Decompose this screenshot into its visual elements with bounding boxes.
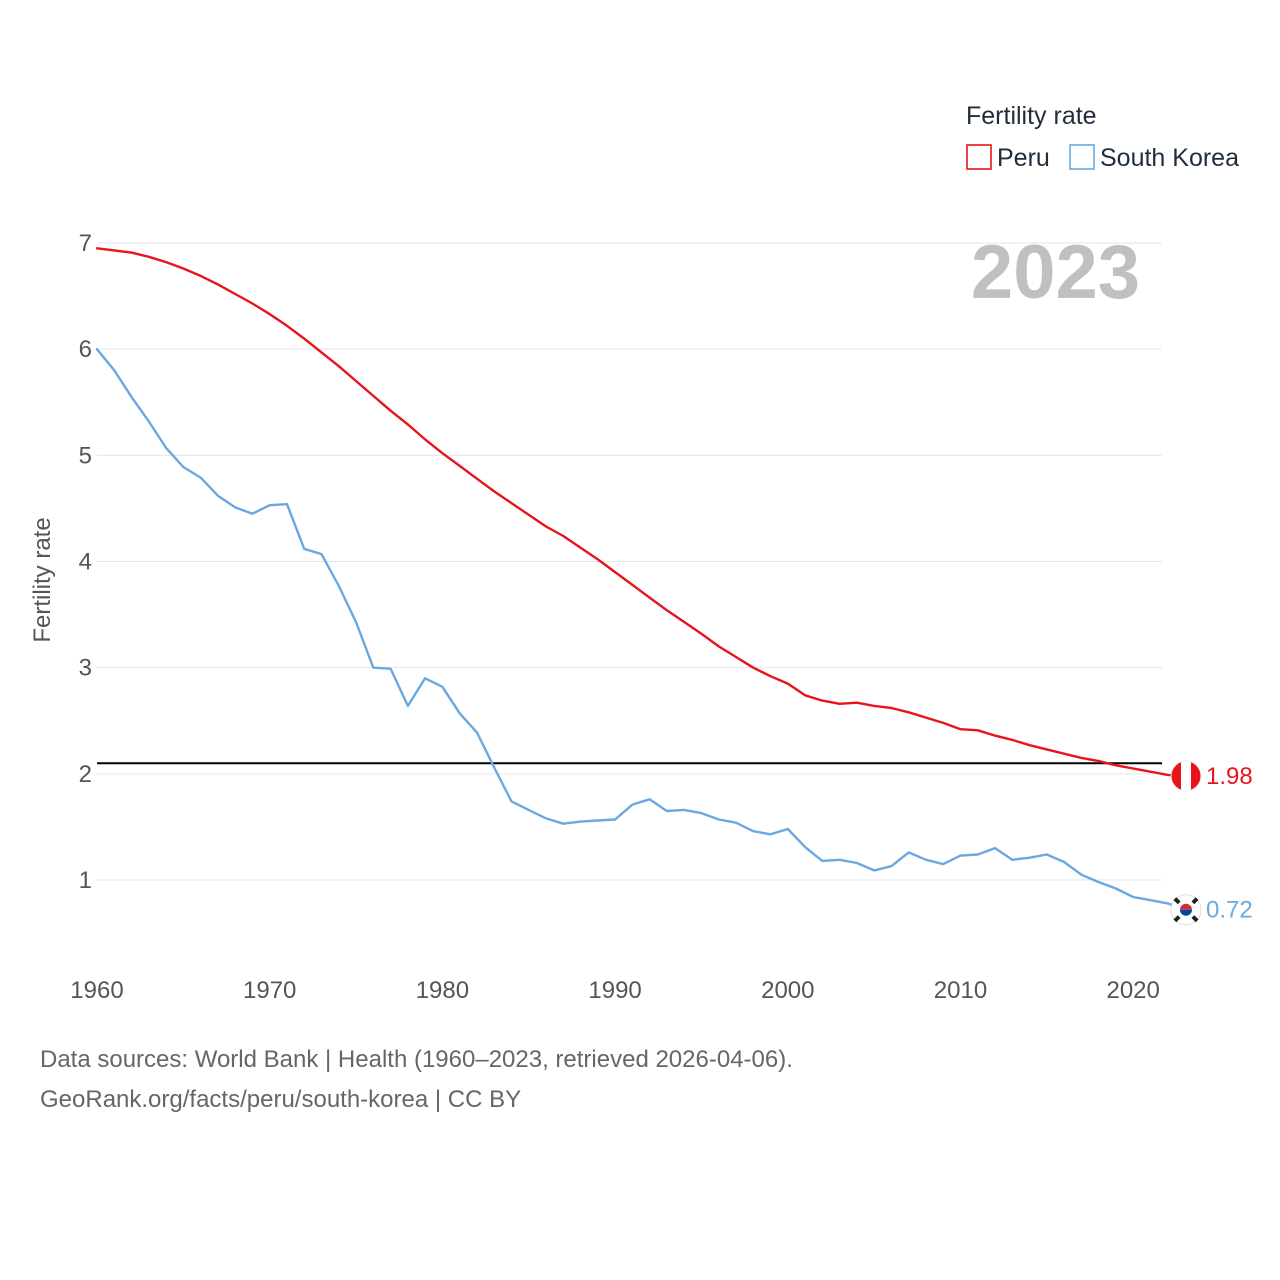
legend-swatch-south-korea xyxy=(1069,144,1095,170)
end-flag-south-korea xyxy=(1170,894,1202,926)
legend-title: Fertility rate xyxy=(966,102,1097,130)
footer-source: Data sources: World Bank | Health (1960–… xyxy=(40,1046,793,1073)
y-tick-4: 4 xyxy=(79,549,92,576)
year-watermark: 2023 xyxy=(971,230,1140,315)
y-tick-2: 2 xyxy=(79,761,92,788)
y-tick-1: 1 xyxy=(79,867,92,894)
series-line-peru xyxy=(95,247,1187,778)
x-tick-1990: 1990 xyxy=(588,977,641,1004)
y-tick-labels: 1 2 3 4 5 6 7 xyxy=(79,230,92,894)
x-tick-1960: 1960 xyxy=(70,977,123,1004)
x-tick-2020: 2020 xyxy=(1106,977,1159,1004)
end-label-south-korea: 0.72 xyxy=(1206,897,1253,924)
legend: Fertility rate Peru South Korea xyxy=(966,102,1239,172)
footer-link: GeoRank.org/facts/peru/south-korea | CC … xyxy=(40,1086,522,1113)
x-tick-1970: 1970 xyxy=(243,977,296,1004)
end-flag-peru xyxy=(1170,760,1202,792)
legend-label-peru: Peru xyxy=(997,144,1050,172)
y-gridlines xyxy=(97,242,1162,881)
x-tick-1980: 1980 xyxy=(416,977,469,1004)
series-end-markers: 1.98 0.72 xyxy=(1170,760,1253,926)
x-tick-2000: 2000 xyxy=(761,977,814,1004)
y-axis-label: Fertility rate xyxy=(29,517,56,642)
y-tick-6: 6 xyxy=(79,336,92,363)
x-tick-2010: 2010 xyxy=(934,977,987,1004)
series-line-south-korea xyxy=(95,348,1187,911)
x-tick-labels: 1960 1970 1980 1990 2000 2010 2020 xyxy=(70,977,1160,1004)
y-tick-5: 5 xyxy=(79,442,92,469)
series-lines xyxy=(95,247,1187,911)
legend-swatch-peru xyxy=(966,144,992,170)
end-label-peru: 1.98 xyxy=(1206,763,1253,790)
y-tick-3: 3 xyxy=(79,655,92,682)
y-tick-7: 7 xyxy=(79,230,92,257)
legend-label-south-korea: South Korea xyxy=(1100,144,1239,172)
